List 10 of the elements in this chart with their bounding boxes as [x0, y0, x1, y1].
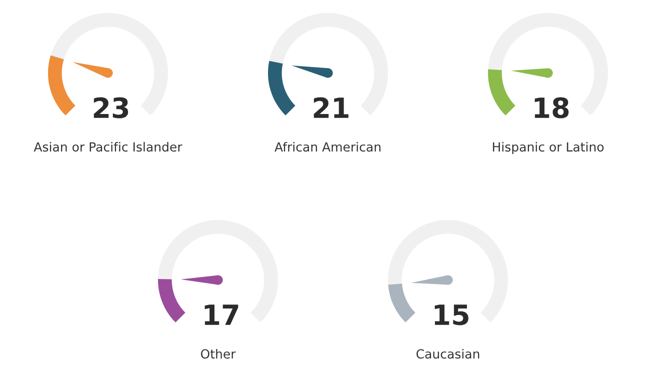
data-label: 15 — [434, 304, 468, 326]
category-label: Other — [200, 348, 236, 359]
data-label: 18 — [534, 97, 569, 118]
data-label: 17 — [204, 304, 238, 325]
data-label: 21 — [314, 97, 348, 118]
category-label: Asian or Pacific Islander — [34, 142, 182, 152]
category-label: Caucasian — [416, 348, 480, 359]
category-label: Hispanic or Latino — [492, 142, 604, 154]
data-label: 23 — [94, 97, 128, 118]
category-label: African American — [274, 142, 380, 152]
